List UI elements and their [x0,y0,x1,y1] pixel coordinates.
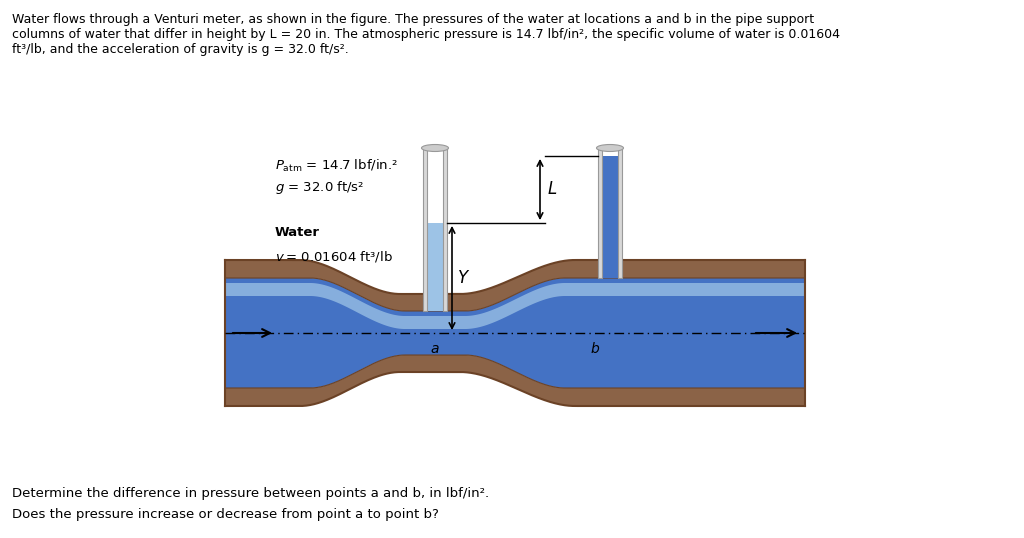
Polygon shape [225,355,805,406]
Bar [602,156,618,278]
Text: $g$ = 32.0 ft/s²: $g$ = 32.0 ft/s² [275,180,365,196]
Polygon shape [225,260,805,311]
Bar [225,260,231,406]
Text: Water: Water [275,226,319,239]
Bar [618,148,622,278]
Polygon shape [225,278,805,388]
Bar [799,260,805,406]
Text: L: L [548,181,557,199]
Text: Y: Y [458,269,468,287]
Text: Does the pressure increase or decrease from point a to point b?: Does the pressure increase or decrease f… [12,508,439,521]
Text: b: b [591,342,599,356]
Bar [427,148,443,223]
Text: Water flows through a Venturi meter, as shown in the figure. The pressures of th: Water flows through a Venturi meter, as … [12,13,841,56]
Ellipse shape [422,145,449,152]
Text: $v$ = 0.01604 ft³/lb: $v$ = 0.01604 ft³/lb [275,249,393,264]
Text: $P_\mathrm{atm}$ = 14.7 lbf/in.²: $P_\mathrm{atm}$ = 14.7 lbf/in.² [275,158,398,174]
Bar [598,148,602,278]
Ellipse shape [597,145,624,152]
Bar [427,223,443,311]
Bar [443,148,447,311]
Text: a: a [431,342,439,356]
Text: Determine the difference in pressure between points a and b, in lbf/in².: Determine the difference in pressure bet… [12,487,489,500]
Polygon shape [225,283,805,329]
Bar [423,148,427,311]
